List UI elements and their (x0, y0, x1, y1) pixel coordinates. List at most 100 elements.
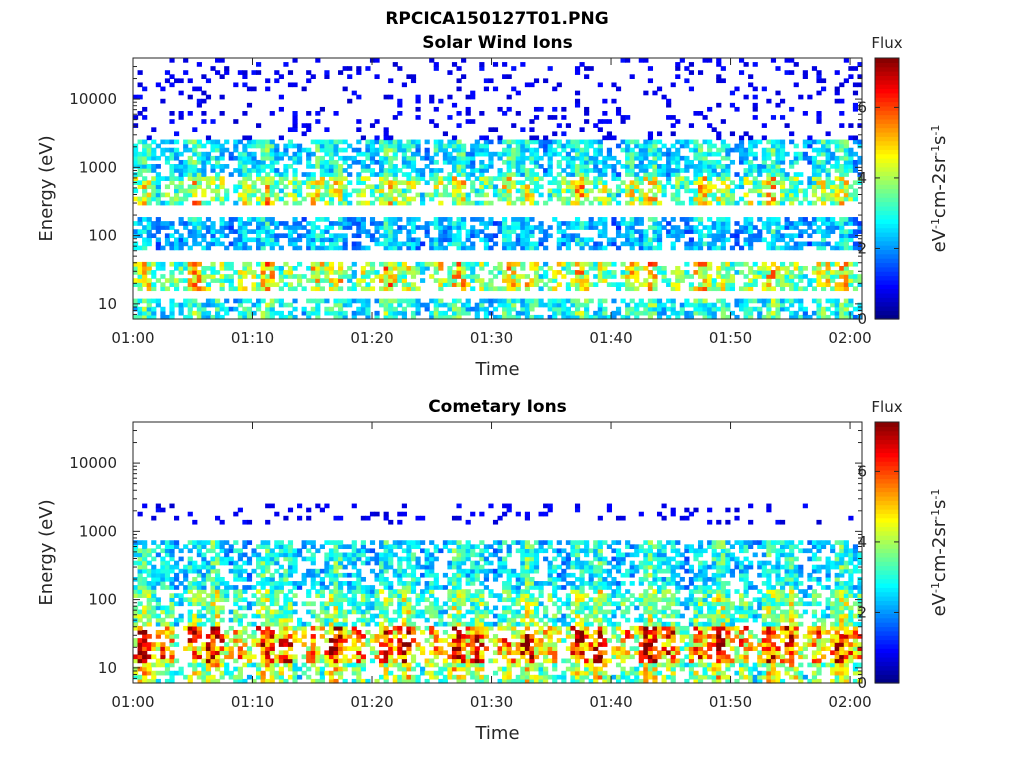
heatmap-cell (174, 200, 180, 206)
heatmap-cell (848, 221, 854, 226)
heatmap-cell (356, 225, 362, 230)
heatmap-cell (237, 650, 243, 656)
heatmap-cell (379, 233, 385, 239)
heatmap-cell (324, 143, 330, 149)
heatmap-cell (365, 66, 371, 71)
heatmap-cell (570, 221, 576, 226)
heatmap-cell (811, 180, 818, 186)
heatmap-cell (338, 184, 344, 190)
heatmap-cell (789, 225, 795, 230)
heatmap-cell (146, 270, 152, 275)
heatmap-cell (183, 278, 189, 283)
heatmap-cell (666, 168, 672, 173)
heatmap-cell (160, 560, 166, 566)
heatmap-cell (520, 225, 526, 230)
heatmap-cell (155, 241, 161, 247)
heatmap-cell (720, 233, 726, 239)
heatmap-cell (397, 274, 403, 279)
heatmap-cell (351, 286, 357, 292)
heatmap-cell (533, 265, 540, 271)
heatmap-cell (511, 265, 517, 271)
heatmap-cell (638, 143, 644, 149)
heatmap-cell (729, 261, 736, 267)
heatmap-cell (602, 188, 608, 194)
heatmap-cell (388, 278, 394, 283)
heatmap-cell (606, 164, 613, 169)
colorbar-segment (875, 275, 899, 281)
heatmap-cell (820, 237, 827, 243)
heatmap-cell (848, 282, 854, 287)
heatmap-cell (634, 143, 640, 149)
heatmap-cell (260, 159, 266, 165)
heatmap-cell (816, 159, 822, 165)
heatmap-cell (137, 601, 143, 607)
heatmap-cell (196, 221, 202, 226)
heatmap-cell (151, 176, 157, 181)
heatmap-cell (779, 261, 786, 267)
figure-title: RPCICA150127T01.PNG (385, 9, 608, 29)
heatmap-cell (492, 86, 499, 92)
heatmap-cell (164, 572, 171, 578)
heatmap-cell (187, 188, 193, 194)
heatmap-cell (265, 200, 271, 206)
heatmap-cell (196, 62, 202, 67)
heatmap-cell (201, 666, 207, 672)
heatmap-cell (857, 62, 863, 67)
heatmap-cell (720, 78, 726, 84)
heatmap-cell (160, 261, 166, 267)
heatmap-cell (178, 78, 184, 84)
heatmap-cell (201, 270, 207, 275)
heatmap-cell (625, 229, 631, 234)
heatmap-cell (210, 646, 216, 651)
heatmap-cell (278, 310, 284, 316)
heatmap-cell (524, 274, 530, 279)
heatmap-cell (228, 638, 234, 643)
heatmap-cell (228, 654, 234, 660)
heatmap-cell (178, 168, 184, 173)
heatmap-cell (442, 151, 448, 157)
heatmap-cell (693, 192, 699, 198)
heatmap-cell (716, 151, 722, 157)
heatmap-cell (524, 225, 530, 230)
heatmap-cell (328, 184, 335, 190)
heatmap-cell (602, 98, 608, 104)
heatmap-cell (310, 270, 316, 275)
heatmap-cell (688, 139, 695, 145)
heatmap-cell (789, 298, 795, 304)
heatmap-cell (711, 143, 717, 149)
heatmap-cell (470, 200, 476, 206)
heatmap-cell (160, 225, 166, 230)
heatmap-cell (433, 314, 439, 320)
heatmap-cell (816, 164, 822, 169)
heatmap-cell (461, 168, 467, 173)
heatmap-cell (770, 184, 777, 190)
heatmap-cell (579, 139, 585, 145)
heatmap-cell (174, 286, 180, 292)
heatmap-cell (470, 90, 476, 96)
heatmap-cell (310, 221, 316, 226)
heatmap-cell (388, 94, 394, 100)
heatmap-cell (852, 286, 859, 292)
heatmap-cell (306, 237, 312, 243)
heatmap-cell (187, 625, 193, 631)
heatmap-cell (174, 278, 180, 283)
heatmap-cell (183, 674, 189, 680)
heatmap-cell (848, 192, 854, 198)
heatmap-cell (638, 282, 644, 287)
heatmap-cell (711, 151, 717, 157)
heatmap-cell (843, 172, 849, 177)
heatmap-cell (634, 278, 640, 283)
heatmap-cell (848, 245, 854, 251)
heatmap-cell (524, 147, 530, 153)
heatmap-cell (524, 282, 530, 287)
heatmap-cell (529, 298, 535, 304)
heatmap-cell (155, 613, 161, 619)
heatmap-cell (743, 302, 749, 308)
heatmap-cell (816, 111, 822, 116)
heatmap-cell (570, 192, 576, 198)
heatmap-cell (802, 229, 808, 234)
heatmap-cell (465, 192, 471, 198)
heatmap-cell (205, 155, 212, 161)
heatmap-cell (429, 155, 435, 161)
